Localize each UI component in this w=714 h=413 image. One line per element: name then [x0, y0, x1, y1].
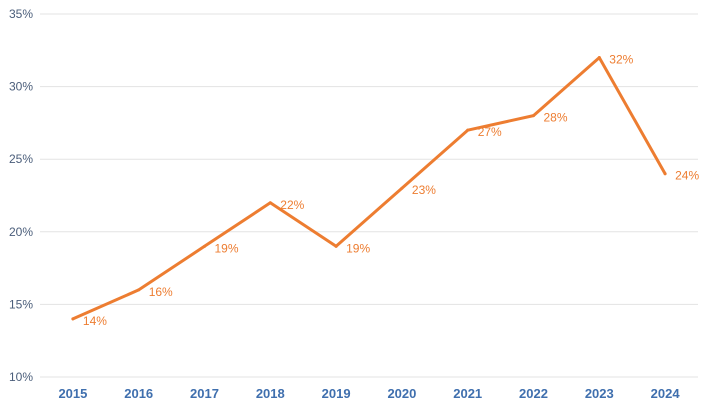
x-tick-label: 2018: [256, 386, 285, 401]
x-tick-label: 2024: [651, 386, 681, 401]
x-tick-label: 2020: [387, 386, 416, 401]
series-group: [71, 56, 667, 321]
y-tick-label: 10%: [9, 370, 33, 384]
data-label-2016: 16%: [149, 285, 173, 299]
x-tick-label: 2016: [124, 386, 153, 401]
y-axis-ticks: 10% 15% 20% 25% 30% 35%: [9, 7, 33, 384]
x-tick-label: 2022: [519, 386, 548, 401]
x-axis-ticks: 2015 2016 2017 2018 2019 2020 2021 2022 2023 2024: [58, 386, 680, 401]
data-label-2022: 28%: [544, 111, 568, 125]
data-label-2017: 19%: [215, 241, 239, 255]
data-label-2015: 14%: [83, 314, 107, 328]
grid-lines: [40, 13, 698, 378]
data-point-2020: [400, 186, 404, 190]
x-tick-label: 2021: [453, 386, 482, 401]
data-label-2023: 32%: [609, 53, 633, 67]
y-tick-label: 15%: [9, 297, 33, 311]
data-label-2019: 19%: [346, 241, 370, 255]
data-point-2023: [597, 56, 601, 60]
y-tick-label: 35%: [9, 7, 33, 21]
data-point-2021: [466, 128, 470, 132]
y-tick-label: 25%: [9, 152, 33, 166]
data-point-2015: [71, 317, 75, 321]
x-tick-label: 2015: [58, 386, 87, 401]
data-point-2019: [334, 244, 338, 248]
data-point-2024: [663, 172, 667, 176]
data-point-2018: [268, 201, 272, 205]
data-point-2017: [203, 244, 206, 248]
data-point-2016: [137, 288, 141, 292]
series-line: [71, 56, 667, 321]
data-label-2018: 22%: [280, 198, 304, 212]
data-label-2021: 27%: [478, 125, 502, 139]
data-point-2022: [532, 114, 535, 118]
x-tick-label: 2019: [322, 386, 351, 401]
x-tick-label: 2017: [190, 386, 219, 401]
y-tick-label: 20%: [9, 225, 33, 239]
data-labels: 14% 16% 19% 22% 19% 23% 27% 28% 32% 24%: [83, 53, 700, 328]
x-tick-label: 2023: [585, 386, 614, 401]
data-label-2020: 23%: [412, 183, 436, 197]
y-tick-label: 30%: [9, 80, 33, 94]
data-label-2024: 24%: [675, 169, 699, 183]
